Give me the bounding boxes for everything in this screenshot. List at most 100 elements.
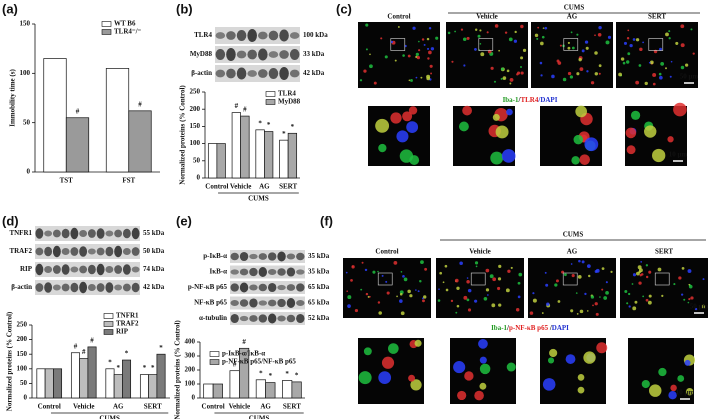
cell bbox=[464, 371, 474, 381]
cell bbox=[684, 359, 691, 366]
cell bbox=[514, 30, 517, 34]
panel-label: (e) bbox=[176, 213, 192, 228]
cell bbox=[369, 53, 371, 56]
blot-band bbox=[277, 315, 286, 322]
cell bbox=[498, 264, 502, 268]
cell bbox=[532, 298, 537, 303]
cell bbox=[365, 48, 368, 51]
cell bbox=[625, 127, 637, 139]
cell bbox=[515, 308, 520, 312]
cell bbox=[661, 294, 664, 297]
blot-band bbox=[96, 228, 105, 239]
panel-label: (d) bbox=[2, 213, 19, 228]
group-label: CUMS bbox=[249, 415, 270, 419]
cell bbox=[438, 288, 440, 291]
significance: * bbox=[151, 364, 155, 372]
bar bbox=[255, 129, 265, 179]
cell bbox=[702, 278, 705, 281]
cell bbox=[585, 46, 589, 50]
y-tick-label: 100 bbox=[190, 139, 201, 147]
cell bbox=[396, 295, 398, 298]
blot-band bbox=[35, 247, 44, 256]
cell bbox=[579, 154, 590, 165]
significance: # bbox=[243, 106, 247, 114]
blot-band bbox=[35, 228, 44, 239]
cell bbox=[365, 23, 369, 27]
cell bbox=[474, 28, 478, 31]
y-tick-label: 50 bbox=[20, 379, 28, 387]
cell bbox=[539, 61, 543, 65]
bar bbox=[70, 352, 80, 399]
blot-kda: 35 kDa bbox=[308, 252, 330, 260]
cell bbox=[634, 300, 638, 304]
legend-label: p-NF-κB p65/NF-κB p65 bbox=[222, 358, 296, 366]
cell bbox=[701, 304, 706, 309]
cell bbox=[450, 299, 454, 303]
cell bbox=[598, 72, 601, 75]
blot-band bbox=[96, 247, 105, 256]
cell bbox=[577, 374, 585, 381]
cell bbox=[669, 75, 672, 78]
y-tick-label: 50 bbox=[23, 118, 31, 126]
cell bbox=[492, 113, 500, 121]
blot-band bbox=[279, 29, 289, 42]
bar bbox=[87, 346, 97, 399]
cell bbox=[399, 292, 403, 296]
cell bbox=[384, 55, 388, 59]
cell bbox=[586, 264, 591, 268]
cell bbox=[564, 273, 567, 277]
cell bbox=[502, 76, 507, 80]
cell bbox=[456, 304, 460, 308]
cell bbox=[638, 281, 642, 285]
significance: * bbox=[117, 364, 121, 372]
micrograph bbox=[540, 338, 606, 404]
blot-kda: 42 kDa bbox=[143, 283, 165, 291]
blot-band bbox=[70, 227, 79, 240]
group-label: Vehicle bbox=[476, 13, 498, 21]
cell bbox=[475, 265, 478, 268]
cell bbox=[419, 279, 422, 283]
cell bbox=[466, 280, 470, 284]
bar bbox=[36, 368, 46, 399]
cell bbox=[463, 64, 466, 67]
bar bbox=[231, 112, 241, 179]
bar bbox=[216, 143, 226, 179]
cell bbox=[555, 279, 559, 283]
cell bbox=[378, 143, 387, 153]
blot-band bbox=[279, 67, 289, 80]
cell bbox=[605, 290, 609, 295]
blot-band bbox=[215, 69, 226, 78]
blot-band bbox=[286, 267, 296, 277]
cell bbox=[648, 294, 652, 298]
cell bbox=[557, 61, 562, 65]
cell bbox=[498, 49, 501, 52]
cell bbox=[463, 295, 468, 300]
blot-band bbox=[79, 265, 88, 274]
y-tick-label: 250 bbox=[17, 321, 28, 329]
blot-band bbox=[286, 253, 296, 260]
cell bbox=[601, 267, 605, 271]
cell bbox=[510, 266, 513, 269]
cell bbox=[551, 74, 555, 79]
cell bbox=[627, 29, 630, 32]
blot-band bbox=[286, 314, 296, 323]
cell bbox=[545, 283, 549, 287]
cell bbox=[437, 299, 441, 302]
blot-band bbox=[44, 230, 53, 237]
cell bbox=[364, 268, 368, 272]
cell bbox=[581, 260, 585, 264]
cell bbox=[500, 67, 504, 71]
blot-label: IκB-α bbox=[209, 268, 227, 276]
cell bbox=[361, 261, 364, 264]
cell bbox=[369, 64, 373, 69]
cell bbox=[575, 292, 578, 294]
bar bbox=[239, 347, 250, 399]
cell bbox=[466, 277, 469, 279]
y-tick-label: 0 bbox=[197, 174, 201, 182]
cell bbox=[667, 136, 674, 143]
blot-band bbox=[277, 298, 286, 308]
cell bbox=[378, 311, 382, 315]
cell bbox=[660, 61, 665, 66]
cell bbox=[690, 296, 694, 300]
cell bbox=[490, 66, 494, 70]
